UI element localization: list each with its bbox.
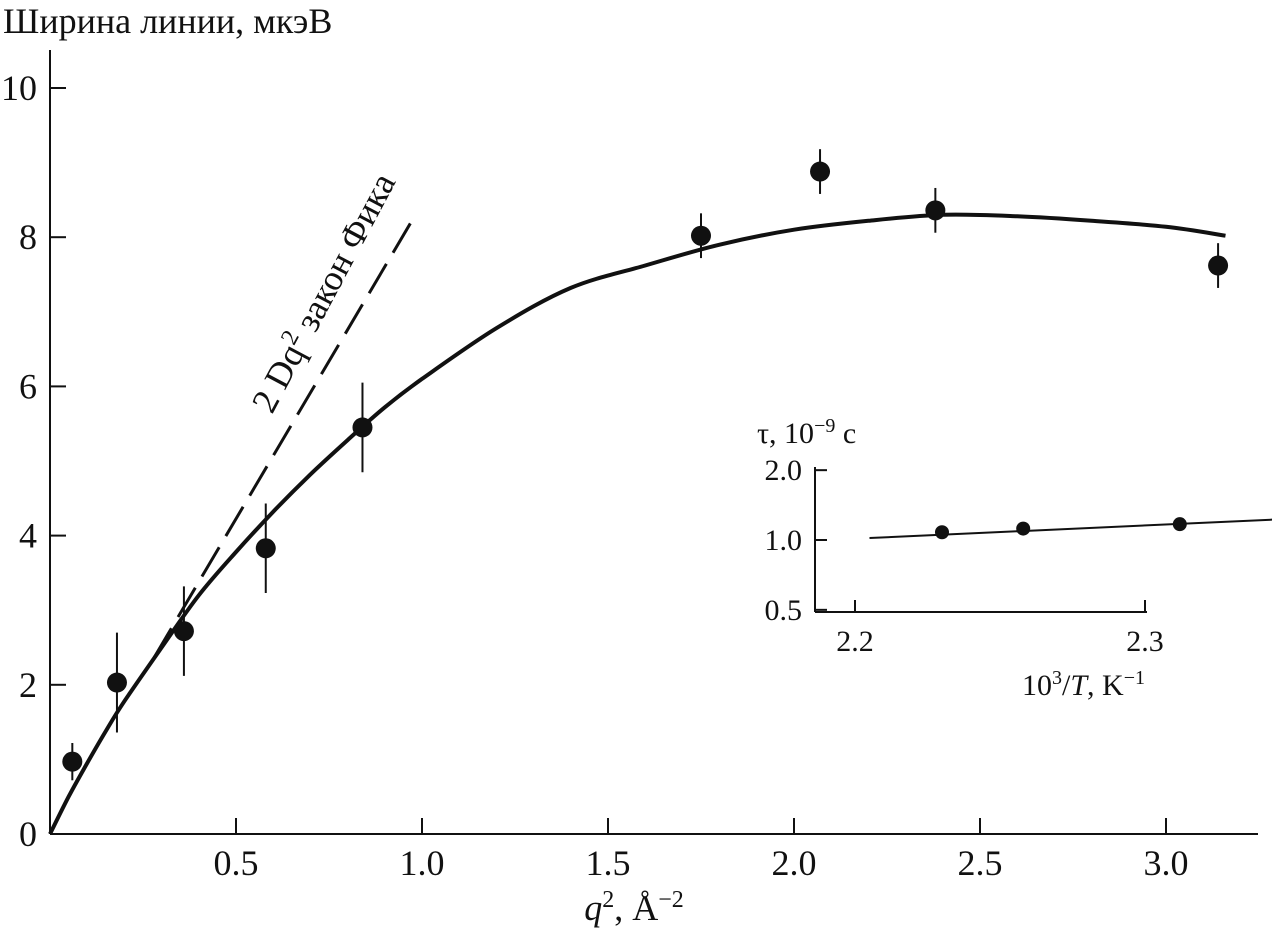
fick-law-annotation: 2 Dq2 закон Фика: [243, 166, 404, 419]
main-y-tick-label: 0: [19, 814, 37, 854]
data-marker: [106, 672, 127, 693]
main-y-tick-label: 2: [19, 665, 37, 705]
main-x-axis-label: q2, Å−2: [584, 887, 684, 928]
main-y-axis-label: Ширина линии, мкэВ: [3, 1, 332, 41]
data-marker: [691, 225, 711, 246]
inset-y-axis-label: τ, 10−9 с: [757, 415, 856, 450]
main-x-tick-label: 0.5: [214, 843, 259, 883]
main-x-tick-label: 3.0: [1144, 843, 1189, 883]
data-marker: [62, 751, 83, 772]
data-marker: [810, 161, 831, 182]
data-point: [810, 149, 831, 194]
data-point: [691, 213, 711, 259]
main-x-tick-label: 1.5: [586, 843, 631, 883]
data-point: [255, 503, 276, 594]
data-marker: [925, 200, 946, 221]
inset-fit-line: [869, 518, 1272, 540]
inset-y-tick-label: 2.0: [765, 454, 803, 487]
inset-data-marker: [1172, 517, 1187, 532]
main-x-tick-label: 1.0: [400, 843, 445, 883]
data-marker: [1208, 255, 1229, 276]
fit-curve: [48, 212, 1226, 835]
main-x-tick-label: 2.0: [772, 843, 817, 883]
inset-x-tick-label: 2.2: [836, 625, 874, 658]
data-point: [925, 187, 946, 233]
data-marker: [255, 538, 276, 559]
main-x-tick-label: 2.5: [958, 843, 1003, 883]
inset-x-tick-label: 2.3: [1126, 625, 1164, 658]
inset-y-tick-label: 1.0: [765, 524, 803, 557]
data-point: [62, 742, 83, 781]
inset-plot: 0.51.02.0 2.22.32.4 τ, 10−9 с 103/T, K−1: [757, 415, 1272, 702]
main-y-tick-label: 10: [1, 68, 37, 108]
main-y-tick-label: 8: [19, 217, 37, 257]
data-point: [106, 632, 127, 733]
main-y-tick-label: 6: [19, 366, 37, 406]
inset-x-axis-label: 103/T, K−1: [1022, 667, 1145, 702]
inset-data-marker: [1016, 521, 1031, 536]
data-point: [1208, 243, 1229, 288]
inset-data-marker: [935, 525, 949, 540]
main-y-tick-label: 4: [19, 516, 37, 556]
data-marker: [352, 417, 373, 438]
data-marker: [173, 621, 194, 642]
data-point: [173, 586, 194, 676]
data-point: [352, 382, 373, 473]
inset-y-tick-label: 0.5: [765, 594, 803, 627]
fick-law-line: [152, 215, 416, 659]
